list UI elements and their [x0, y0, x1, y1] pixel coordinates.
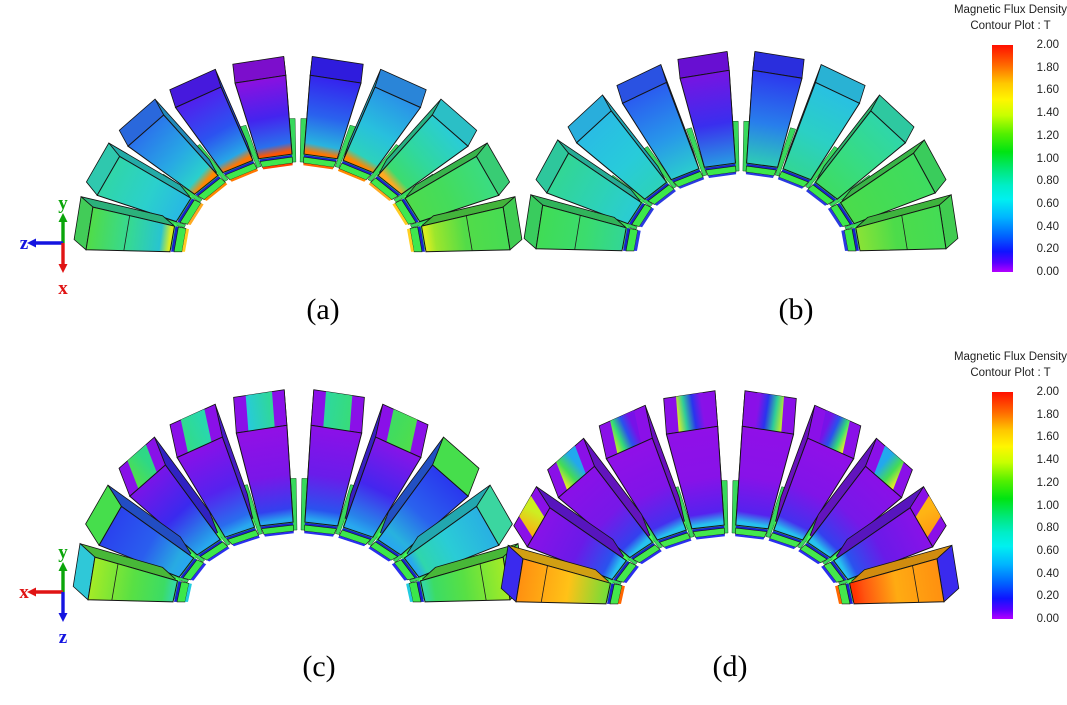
colorbar-ticks: 2.00 1.80 1.60 1.40 1.20 1.00 0.80 0.60 0.40 0.20…: [1017, 38, 1059, 283]
colorbar-tick: 1.60: [1036, 431, 1059, 444]
colorbar-tick: 0.60: [1036, 544, 1059, 557]
axis-label-y: y: [58, 544, 68, 563]
colorbar-tick: 1.20: [1036, 129, 1059, 142]
panel-label-b: (b): [778, 293, 814, 326]
panel-label-a: (a): [306, 293, 340, 326]
colorbar-legend-bottom: Magnetic Flux Density Contour Plot : T 2…: [953, 351, 1067, 625]
colorbar-tick: 0.60: [1036, 197, 1059, 210]
panel-b-plot: [523, 51, 959, 252]
axis-label-x: x: [19, 582, 29, 603]
colorbar-ticks: 2.00 1.80 1.60 1.40 1.20 1.00 0.80 0.60 0.40 0.20…: [1017, 385, 1059, 630]
colorbar-tick: 1.80: [1036, 408, 1059, 421]
colorbar-tick: 0.00: [1036, 613, 1059, 625]
legend-subtitle: Contour Plot : T: [970, 367, 1051, 379]
legend-title: Magnetic Flux Density: [953, 351, 1067, 363]
colorbar-tick: 1.20: [1036, 476, 1059, 489]
axis-arrowhead-y: [58, 213, 68, 222]
colorbar-tick: 0.40: [1036, 220, 1059, 233]
axis-label-y: y: [58, 195, 68, 214]
axis-label-z: z: [20, 233, 29, 254]
axis-triad-top: y z x: [19, 195, 68, 299]
colorbar-tick: 2.00: [1036, 39, 1059, 51]
colorbar-tick: 0.80: [1036, 175, 1059, 188]
colorbar-legend-top: Magnetic Flux Density Contour Plot : T 2…: [953, 4, 1067, 278]
legend-subtitle: Contour Plot : T: [970, 20, 1051, 32]
colorbar: [992, 392, 1013, 619]
colorbar-tick: 1.60: [1036, 84, 1059, 97]
panel-c-plot: [72, 389, 526, 603]
panel-label-c: (c): [302, 650, 336, 683]
legend-title: Magnetic Flux Density: [953, 4, 1067, 16]
colorbar-tick: 1.40: [1036, 107, 1059, 120]
colorbar-tick: 1.80: [1036, 61, 1059, 74]
colorbar-tick: 1.40: [1036, 454, 1059, 467]
axis-label-x: x: [58, 278, 68, 299]
axis-arrowhead-y: [58, 562, 68, 571]
axis-triad-bottom: y x z: [19, 544, 69, 648]
panel-label-d: (d): [712, 650, 748, 683]
colorbar-tick: 2.00: [1036, 386, 1059, 398]
axis-arrowhead-z: [58, 613, 68, 622]
colorbar-tick: 0.00: [1036, 266, 1059, 278]
panel-a-plot: [73, 56, 523, 253]
colorbar-tick: 0.80: [1036, 522, 1059, 535]
axis-arrowhead-z: [27, 238, 36, 248]
panel-d-plot: [500, 390, 960, 605]
colorbar: [992, 45, 1013, 272]
axis-arrowhead-x: [58, 264, 68, 273]
axis-arrowhead-x: [27, 587, 36, 597]
colorbar-tick: 0.20: [1036, 243, 1059, 256]
colorbar-tick: 0.20: [1036, 590, 1059, 603]
axis-label-z: z: [59, 627, 68, 648]
colorbar-tick: 1.00: [1036, 152, 1059, 165]
colorbar-tick: 1.00: [1036, 499, 1059, 512]
colorbar-tick: 0.40: [1036, 567, 1059, 580]
